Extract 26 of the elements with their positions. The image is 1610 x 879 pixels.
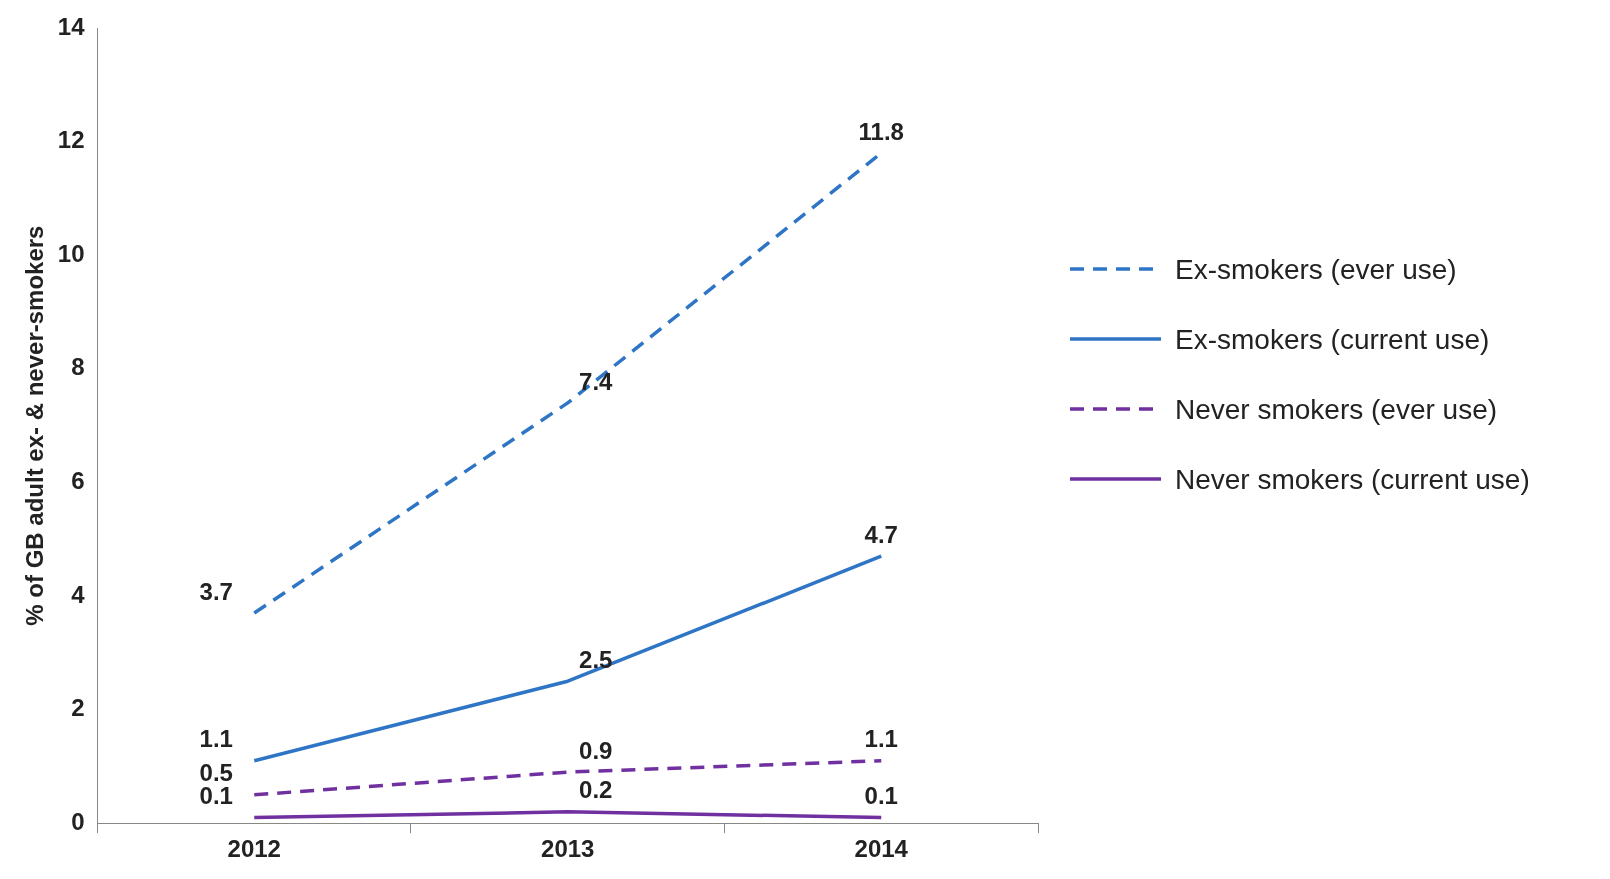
x-tick-label: 2013	[541, 835, 595, 863]
data-label: 0.1	[864, 782, 898, 810]
data-label: 0.2	[579, 776, 613, 804]
x-tick-label: 2012	[227, 835, 281, 863]
legend-label: Ex-smokers (ever use)	[1175, 253, 1458, 287]
y-tick-label: 10	[57, 239, 85, 267]
y-tick-label: 6	[71, 467, 85, 495]
data-label: 7.4	[579, 367, 614, 395]
legend-label: Ex-smokers (current use)	[1175, 323, 1491, 357]
y-tick-label: 14	[57, 12, 86, 40]
y-tick-label: 12	[57, 126, 85, 154]
y-tick-label: 0	[71, 807, 85, 835]
data-label: 1.1	[199, 725, 233, 753]
legend-label: Never smokers (ever use)	[1175, 393, 1499, 427]
y-tick-label: 4	[71, 580, 86, 608]
legend-label: Never smokers (current use)	[1175, 463, 1531, 497]
x-tick-label: 2014	[854, 835, 909, 863]
y-tick-label: 8	[71, 353, 85, 381]
data-label: 1.1	[864, 725, 898, 753]
data-label: 11.8	[858, 117, 904, 145]
y-tick-label: 2	[71, 694, 85, 722]
data-label: 4.7	[864, 520, 898, 548]
data-label: 3.7	[199, 577, 233, 605]
data-label: 0.9	[579, 736, 613, 764]
data-label: 2.5	[579, 645, 613, 673]
y-axis-title: % of GB adult ex- & never-smokers	[21, 225, 49, 626]
